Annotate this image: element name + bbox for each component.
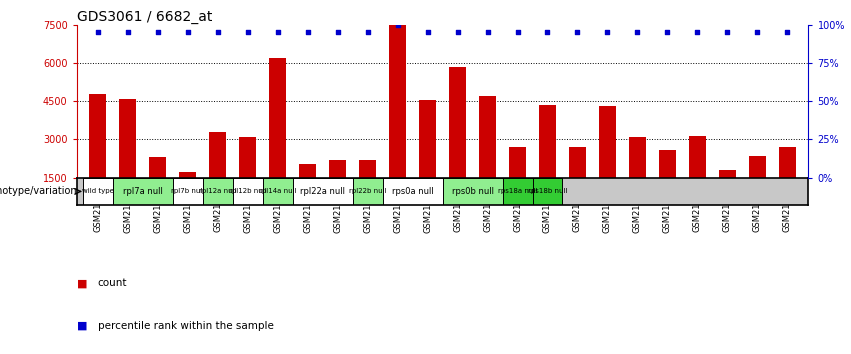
Bar: [89, 93, 106, 216]
Point: [420, 30, 434, 35]
Point: [151, 30, 164, 35]
Point: [751, 30, 764, 35]
Bar: [449, 67, 465, 216]
Point: [300, 30, 314, 35]
Text: GDS3061 / 6682_at: GDS3061 / 6682_at: [77, 10, 212, 24]
Bar: [660, 149, 676, 216]
Text: rpl12a null: rpl12a null: [199, 188, 237, 194]
Bar: [293, 178, 352, 205]
Bar: [749, 156, 766, 216]
Bar: [420, 100, 436, 216]
Bar: [203, 178, 232, 205]
Point: [241, 30, 254, 35]
Bar: [359, 160, 376, 216]
Text: count: count: [98, 278, 128, 288]
Bar: [383, 178, 443, 205]
Bar: [112, 178, 173, 205]
Point: [601, 30, 614, 35]
Bar: [239, 137, 256, 216]
Bar: [209, 132, 226, 216]
Text: rpl22b null: rpl22b null: [349, 188, 386, 194]
Text: rpl22a null: rpl22a null: [300, 187, 345, 196]
Bar: [502, 178, 533, 205]
Bar: [119, 99, 136, 216]
Bar: [300, 164, 316, 216]
Text: rps18b null: rps18b null: [528, 188, 568, 194]
Bar: [352, 178, 383, 205]
Bar: [533, 178, 563, 205]
Bar: [569, 147, 585, 216]
Text: rps0b null: rps0b null: [452, 187, 494, 196]
Bar: [599, 106, 616, 216]
Point: [631, 30, 644, 35]
Bar: [443, 178, 502, 205]
Text: rps0a null: rps0a null: [391, 187, 433, 196]
Bar: [780, 147, 796, 216]
Text: rpl7b null: rpl7b null: [171, 188, 204, 194]
Text: wild type: wild type: [82, 188, 113, 194]
Bar: [689, 136, 705, 216]
Bar: [149, 157, 166, 216]
Point: [721, 30, 734, 35]
Point: [121, 30, 134, 35]
Bar: [389, 25, 406, 216]
Text: rps18a null: rps18a null: [498, 188, 537, 194]
Point: [361, 30, 374, 35]
Bar: [173, 178, 203, 205]
Point: [780, 30, 794, 35]
Bar: [479, 96, 496, 216]
Text: ■: ■: [77, 321, 87, 331]
Bar: [180, 172, 196, 216]
Point: [391, 22, 404, 28]
Point: [91, 30, 105, 35]
Point: [660, 30, 674, 35]
Bar: [232, 178, 263, 205]
Bar: [509, 147, 526, 216]
Bar: [540, 105, 556, 216]
Text: rpl12b null: rpl12b null: [229, 188, 266, 194]
Point: [481, 30, 494, 35]
Bar: [269, 58, 286, 216]
Bar: [329, 160, 346, 216]
Point: [180, 30, 194, 35]
Text: rpl14a null: rpl14a null: [259, 188, 296, 194]
Point: [691, 30, 705, 35]
Bar: [83, 178, 112, 205]
Point: [271, 30, 284, 35]
Point: [331, 30, 345, 35]
Text: ■: ■: [77, 278, 87, 288]
Bar: [719, 170, 736, 216]
Point: [211, 30, 225, 35]
Point: [540, 30, 554, 35]
Point: [511, 30, 524, 35]
Point: [451, 30, 465, 35]
Bar: [629, 137, 646, 216]
Bar: [263, 178, 293, 205]
Text: percentile rank within the sample: percentile rank within the sample: [98, 321, 274, 331]
Point: [571, 30, 585, 35]
Text: genotype/variation: genotype/variation: [0, 187, 77, 196]
Text: rpl7a null: rpl7a null: [123, 187, 163, 196]
